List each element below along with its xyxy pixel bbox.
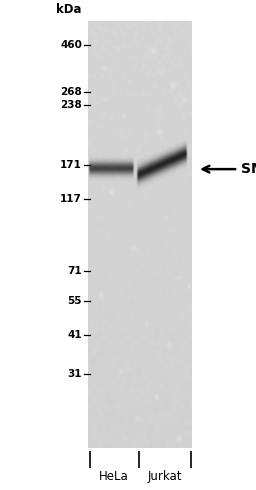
Text: HeLa: HeLa	[99, 470, 129, 484]
Text: 71: 71	[67, 267, 82, 276]
Text: Jurkat: Jurkat	[147, 470, 182, 484]
Text: 55: 55	[67, 296, 82, 306]
Text: 41: 41	[67, 330, 82, 341]
Text: 171: 171	[60, 160, 82, 170]
Text: SMC2: SMC2	[241, 162, 256, 176]
Text: kDa: kDa	[56, 3, 82, 16]
Text: 268: 268	[60, 87, 82, 98]
Text: 31: 31	[67, 369, 82, 379]
Text: 460: 460	[60, 41, 82, 50]
Text: 238: 238	[60, 100, 82, 110]
Text: 117: 117	[60, 194, 82, 204]
